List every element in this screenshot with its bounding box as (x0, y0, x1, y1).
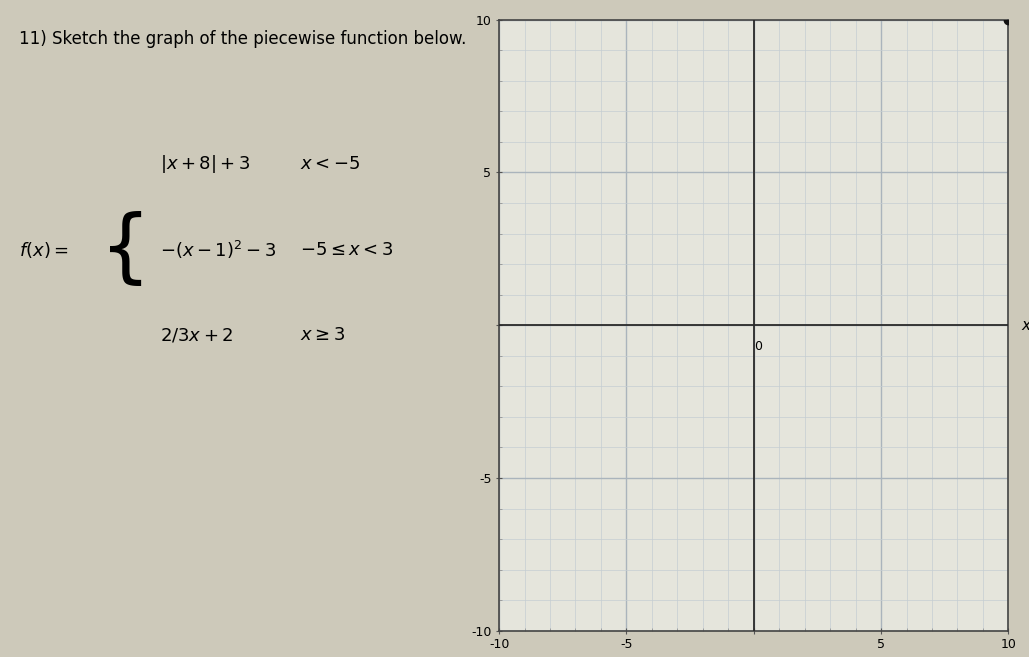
Text: 11) Sketch the graph of the piecewise function below.: 11) Sketch the graph of the piecewise fu… (20, 30, 467, 47)
Text: $|x + 8| + 3$: $|x + 8| + 3$ (159, 153, 250, 175)
Text: $2/3x + 2$: $2/3x + 2$ (159, 326, 233, 344)
Text: $-(x-1)^2 - 3$: $-(x-1)^2 - 3$ (159, 238, 276, 261)
Text: 0: 0 (754, 340, 762, 353)
Text: $x < -5$: $x < -5$ (299, 155, 360, 173)
Text: $x \geq 3$: $x \geq 3$ (299, 326, 345, 344)
Text: $f(x) =$: $f(x) =$ (20, 240, 69, 260)
Text: $-5 \leq x < 3$: $-5 \leq x < 3$ (299, 240, 393, 259)
Text: {: { (100, 211, 151, 288)
Text: x: x (1021, 318, 1029, 332)
